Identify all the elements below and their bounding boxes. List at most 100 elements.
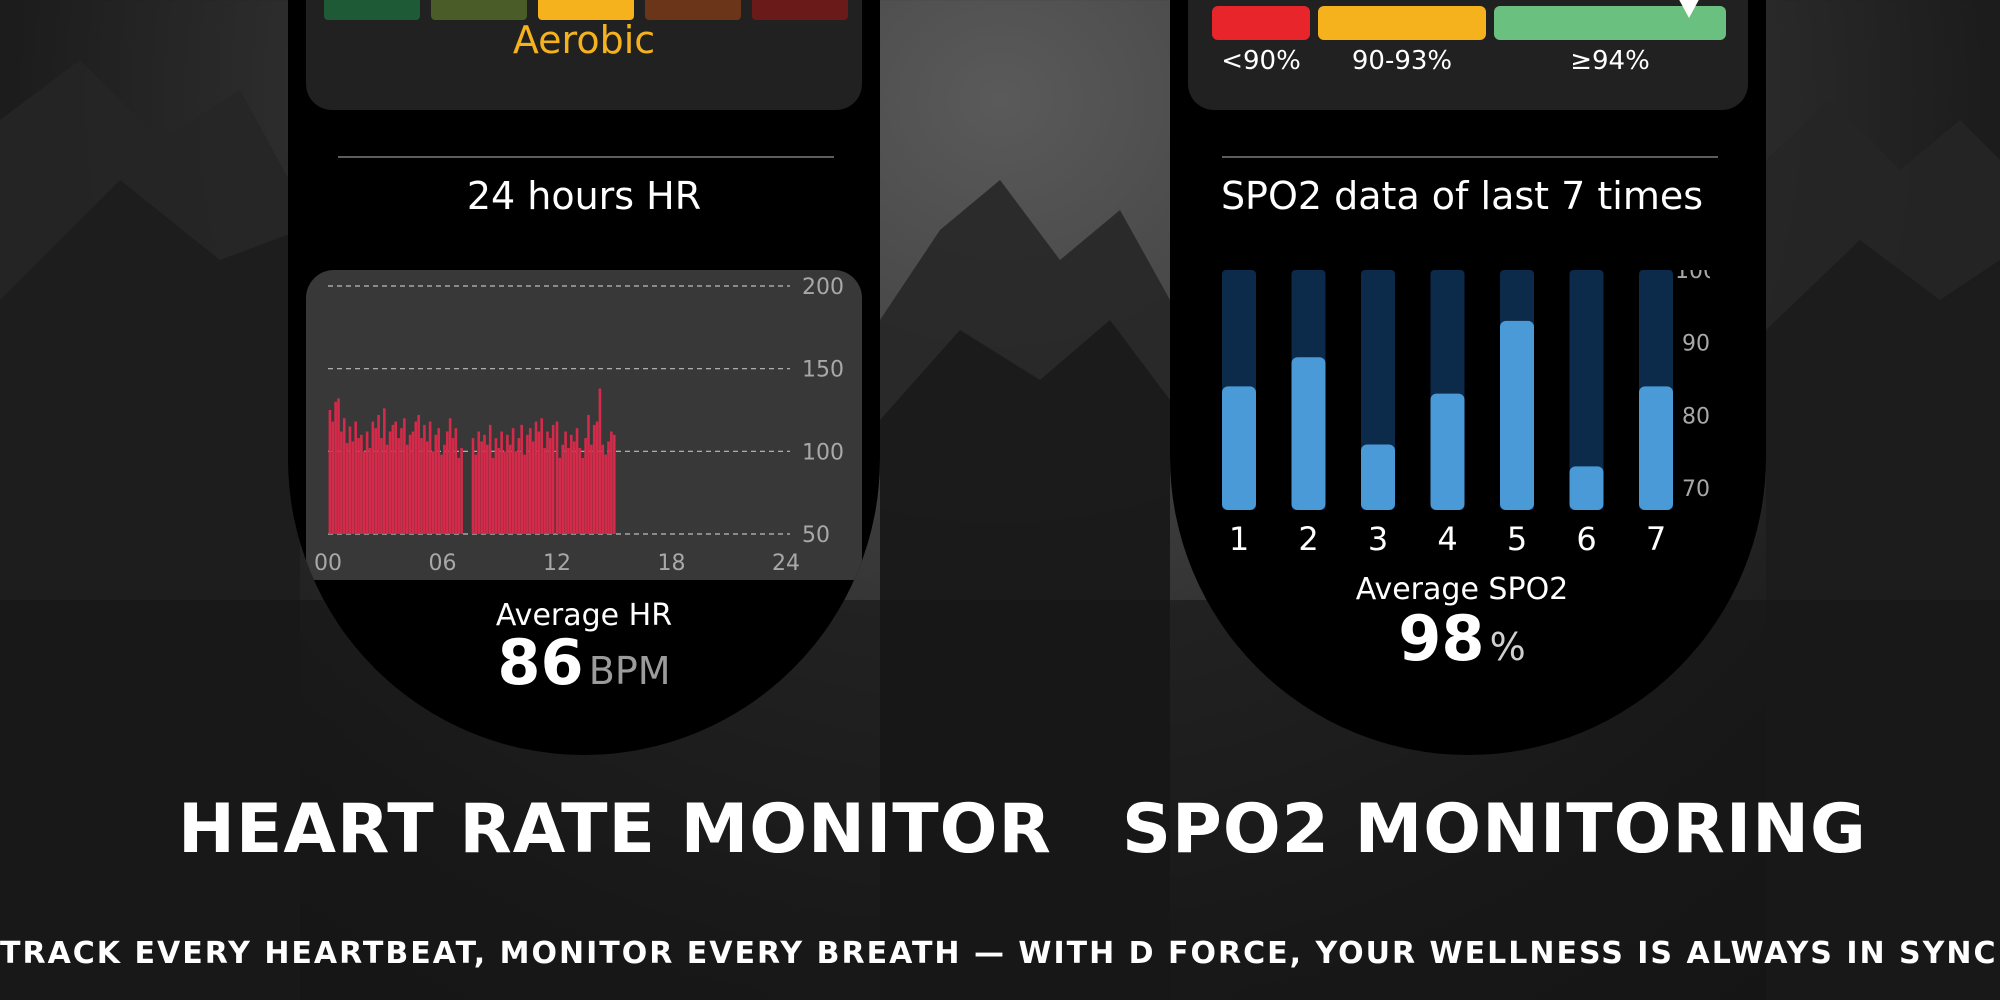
- spo2-x-label: 6: [1576, 520, 1596, 558]
- hr-bar: [607, 441, 610, 534]
- hr-bar: [506, 434, 509, 534]
- hr-bar: [528, 428, 532, 534]
- hr-bar: [508, 444, 512, 534]
- spo2-bar: [1430, 393, 1465, 510]
- hr-bar: [564, 431, 567, 534]
- hr-bar: [420, 438, 423, 534]
- hr-bar: [477, 431, 481, 534]
- triangle-down-icon: [1679, 0, 1699, 18]
- hr-bar: [483, 434, 486, 534]
- hr-bar: [537, 431, 541, 534]
- hr-y-tick-label: 200: [802, 275, 844, 300]
- hr-bar: [371, 421, 375, 534]
- hr-bar: [403, 418, 406, 534]
- spo2-x-label: 2: [1298, 520, 1318, 558]
- hr-bar: [520, 424, 523, 534]
- hr-bar: [546, 431, 549, 534]
- hr-bar: [417, 414, 420, 534]
- hr-chart-card: 50 100 150 200 00 06 12 18 24: [306, 270, 862, 580]
- avg-spo2-value: 98: [1398, 602, 1485, 675]
- hr-bar: [497, 448, 501, 534]
- hr-bar: [405, 444, 409, 534]
- hr-bar: [549, 438, 552, 534]
- spo2-screen: <90% 90-93% ≥94% SPO2 data of last 7 tim…: [1170, 0, 1766, 755]
- hr-bar: [448, 418, 452, 534]
- hr-bar: [567, 448, 570, 534]
- hr-bar: [374, 428, 378, 534]
- hr-bar: [555, 421, 559, 534]
- hr-bar: [391, 424, 395, 534]
- spo2-bar: [1222, 386, 1256, 510]
- hr-zone-card: Aerobic: [306, 0, 862, 110]
- spo2-x-label: 5: [1507, 520, 1527, 558]
- avg-spo2-label: Average SPO2: [1355, 572, 1569, 607]
- spo2-bar: [1500, 320, 1534, 510]
- spo2-heading: SPO2 MONITORING: [1122, 790, 1867, 869]
- hr-bar: [572, 441, 576, 534]
- hr-bar: [558, 457, 562, 534]
- spo2-y-tick-label: 90: [1682, 332, 1710, 357]
- hr-bar: [604, 454, 607, 534]
- hr-bar: [388, 431, 392, 534]
- spo2-bar: [1291, 357, 1326, 510]
- zone-bar-5: [752, 0, 848, 20]
- avg-hr-unit: BPM: [588, 649, 671, 693]
- zone-bar-4: [645, 0, 741, 20]
- hr-bar: [365, 431, 369, 534]
- avg-hr-label: Average HR: [495, 598, 673, 633]
- hr-bar: [397, 438, 400, 534]
- hr-y-tick-label: 50: [802, 523, 830, 548]
- spo2-y-tick-label: 70: [1682, 477, 1710, 502]
- hr-bar: [351, 441, 355, 534]
- spo2-bar: [1639, 386, 1673, 510]
- heart-rate-screen: Aerobic 24 hours HR 50 100 150 200 00 06 12 18 2…: [288, 0, 880, 755]
- hr-x-tick-label: 24: [772, 551, 800, 576]
- hr-bar: [570, 434, 573, 534]
- hr-bar: [331, 421, 335, 534]
- hr-bar: [598, 388, 602, 534]
- hr-bar: [491, 457, 495, 534]
- spo2-bar: [1361, 444, 1395, 510]
- hr-bar: [526, 434, 529, 534]
- spo2-chart: 1 2 3 4 5 6 7 70 80 90 100: [1222, 270, 1710, 558]
- hr-bar: [561, 444, 565, 534]
- hr-bar: [534, 421, 538, 534]
- hr-bar: [342, 418, 346, 534]
- hr-bar: [357, 438, 360, 534]
- hr-x-tick-label: 06: [429, 551, 457, 576]
- hr-bar: [340, 431, 343, 534]
- avg-hr-value-row: 86 BPM: [288, 626, 880, 699]
- hr-bar: [382, 408, 386, 534]
- hr-bar: [423, 424, 426, 534]
- hr-bar: [543, 448, 546, 534]
- hr-bar: [457, 457, 461, 534]
- hr-bar: [531, 441, 535, 534]
- hr-x-tick-label: 00: [314, 551, 342, 576]
- hr-bar: [411, 431, 415, 534]
- hr-bar: [445, 431, 449, 534]
- hr-bar: [474, 454, 478, 534]
- hr-zone-label: Aerobic: [512, 18, 656, 62]
- hr-bar: [578, 448, 582, 534]
- hr-chart: 50 100 150 200 00 06 12 18 24: [314, 275, 844, 576]
- hr-bar: [595, 421, 599, 534]
- hr-bar: [380, 438, 383, 534]
- hr-x-tick-label: 12: [543, 551, 571, 576]
- hr-divider: [338, 156, 834, 158]
- hr-bar: [428, 421, 432, 534]
- hr-bar: [581, 457, 585, 534]
- hr-bar: [601, 444, 605, 534]
- hr-y-tick-label: 100: [802, 440, 844, 465]
- tagline: TRACK EVERY HEARTBEAT, MONITOR EVERY BRE…: [0, 936, 2000, 971]
- avg-spo2-value-row: 98 %: [1170, 602, 1760, 675]
- hr-bar: [460, 448, 463, 534]
- avg-hr-value: 86: [497, 626, 584, 699]
- hr-bar: [368, 448, 372, 534]
- spo2-x-label: 1: [1229, 520, 1249, 558]
- hr-bar: [414, 421, 418, 534]
- hr-bar: [362, 451, 366, 534]
- spo2-y-tick-label: 80: [1682, 404, 1710, 429]
- hr-bar: [431, 451, 435, 534]
- spo2-bar-track: [1569, 270, 1604, 510]
